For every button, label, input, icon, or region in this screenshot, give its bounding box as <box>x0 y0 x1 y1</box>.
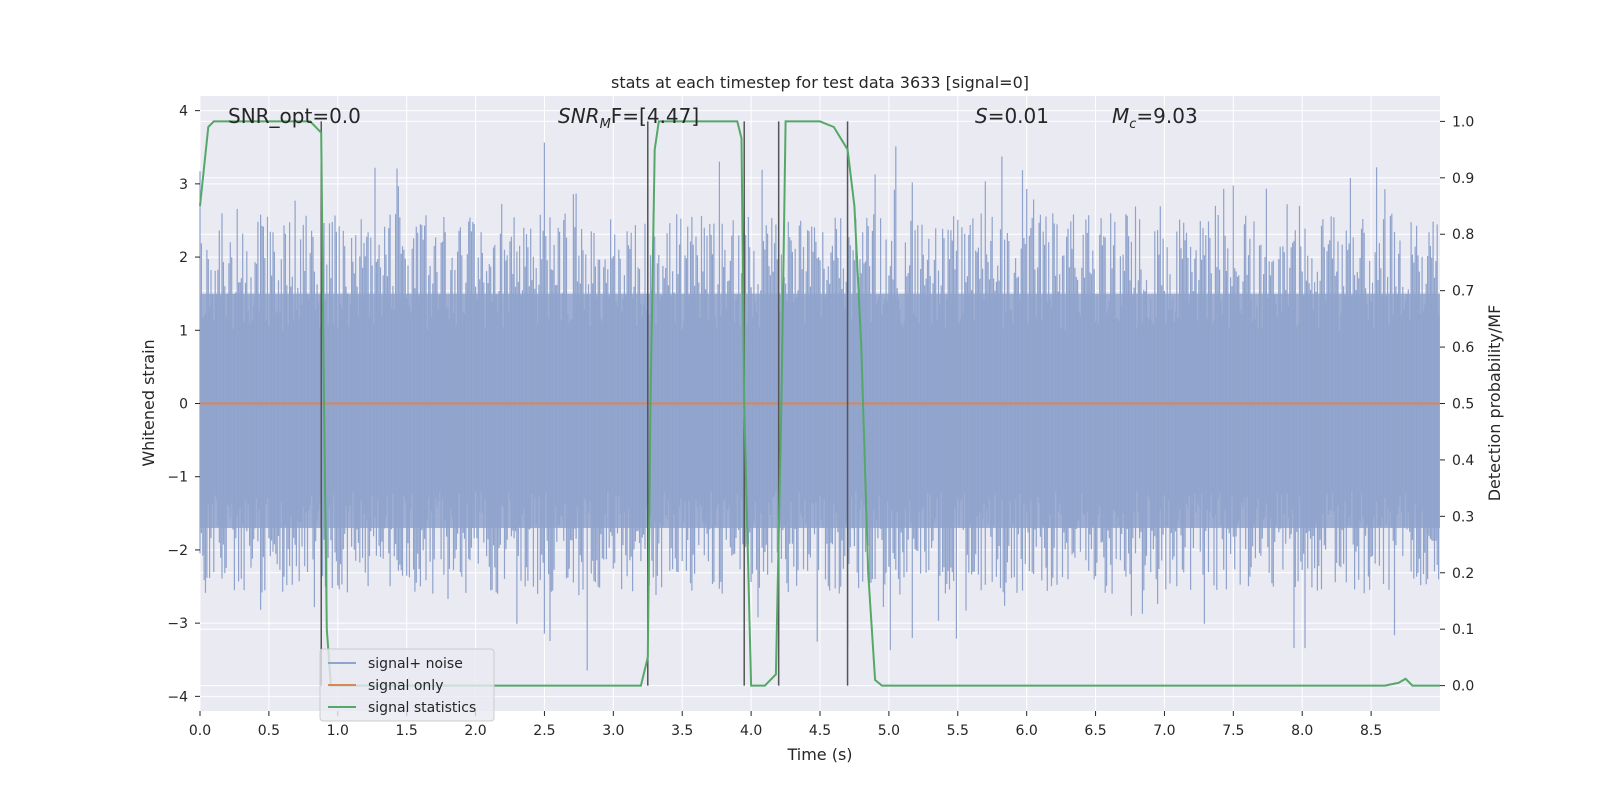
y-ticks-right: 1.0 0.9 0.8 0.7 0.6 0.5 0.4 0.3 0.2 0.1 0.0 <box>1440 114 1474 695</box>
legend-label-signal: signal only <box>368 678 443 694</box>
x-tick-label: 6.5 <box>1084 723 1106 739</box>
y-tick-label-right: 0.3 <box>1452 509 1474 525</box>
x-tick-label: 7.5 <box>1222 723 1244 739</box>
x-tick-label: 2.0 <box>464 723 486 739</box>
x-tick-label: 7.0 <box>1153 723 1175 739</box>
s-rest: =0.01 <box>988 104 1049 128</box>
y-tick-label-right: 1.0 <box>1452 114 1474 130</box>
annotation-snr-opt: SNR_opt=0.0 <box>228 104 361 128</box>
y-tick-label-left: −2 <box>167 543 188 559</box>
y-tick-label-left: 0 <box>179 397 188 413</box>
legend-box <box>319 648 495 722</box>
annotation-s: S=0.01 <box>975 104 1049 128</box>
y-tick-label-right: 0.9 <box>1452 171 1474 187</box>
y-tick-label-right: 0.6 <box>1452 340 1474 356</box>
x-axis-label: Time (s) <box>786 745 852 764</box>
y-ticks-left: 4 3 2 1 0 −1 −2 −3 −4 <box>167 104 200 705</box>
y-tick-label-left: −3 <box>167 616 188 632</box>
x-tick-label: 0.0 <box>189 723 211 739</box>
legend: signal+ noise signal only signal statist… <box>319 648 495 722</box>
y-tick-label-left: −4 <box>167 689 188 705</box>
y-tick-label-right: 0.2 <box>1452 566 1474 582</box>
x-tick-label: 4.5 <box>809 723 831 739</box>
legend-label-stats: signal statistics <box>368 700 476 716</box>
legend-label-noise: signal+ noise <box>368 656 463 672</box>
x-tick-label: 8.5 <box>1360 723 1382 739</box>
snr-mf-rest: F=[4.47] <box>611 104 699 128</box>
y-tick-label-left: 4 <box>179 104 188 120</box>
s-main: S <box>975 104 988 128</box>
y-tick-label-left: 1 <box>179 323 188 339</box>
x-tick-label: 5.5 <box>947 723 969 739</box>
x-tick-label: 1.0 <box>327 723 349 739</box>
y-tick-label-right: 0.7 <box>1452 284 1474 300</box>
signal-statistics-line <box>199 120 1440 687</box>
y-tick-label-right: 0.4 <box>1452 453 1474 469</box>
x-tick-label: 1.5 <box>396 723 418 739</box>
snr-mf-main: SNR <box>558 104 600 128</box>
series-signal-statistics <box>199 120 1440 687</box>
y-tick-label-right: 0.0 <box>1452 679 1474 695</box>
x-tick-label: 0.5 <box>258 723 280 739</box>
x-tick-label: 2.5 <box>533 723 555 739</box>
snr-mf-sub: M <box>600 117 611 132</box>
x-tick-label: 8.0 <box>1291 723 1313 739</box>
annotation-snr-mf: SNRMF=[4.47] <box>558 104 699 132</box>
x-tick-label: 4.0 <box>740 723 762 739</box>
x-tick-label: 6.0 <box>1016 723 1038 739</box>
annotation-mc: Mc=9.03 <box>1112 104 1198 132</box>
y-tick-label-left: −1 <box>167 470 188 486</box>
y-axis-label-right: Detection probability/MF <box>1485 305 1504 502</box>
y-axis-label-left: Whitened strain <box>139 339 158 466</box>
y-tick-label-left: 2 <box>179 250 188 266</box>
x-tick-label: 3.5 <box>671 723 693 739</box>
mc-main: M <box>1112 104 1129 128</box>
noise-trace <box>199 142 1440 671</box>
x-ticks: 0.0 0.5 1.0 1.5 2.0 2.5 3.0 3.5 4.0 4.5 5.0 5.5 6.0 6… <box>189 711 1382 739</box>
x-tick-label: 5.0 <box>878 723 900 739</box>
y-tick-label-right: 0.8 <box>1452 227 1474 243</box>
mc-sub: c <box>1129 117 1136 132</box>
series-signal-plus-noise <box>199 142 1440 671</box>
x-tick-label: 3.0 <box>602 723 624 739</box>
y-tick-label-right: 0.1 <box>1452 622 1474 638</box>
mc-rest: =9.03 <box>1136 104 1197 128</box>
y-tick-label-right: 0.5 <box>1452 397 1474 413</box>
chart-title: stats at each timestep for test data 363… <box>611 73 1029 92</box>
y-tick-label-left: 3 <box>179 177 188 193</box>
